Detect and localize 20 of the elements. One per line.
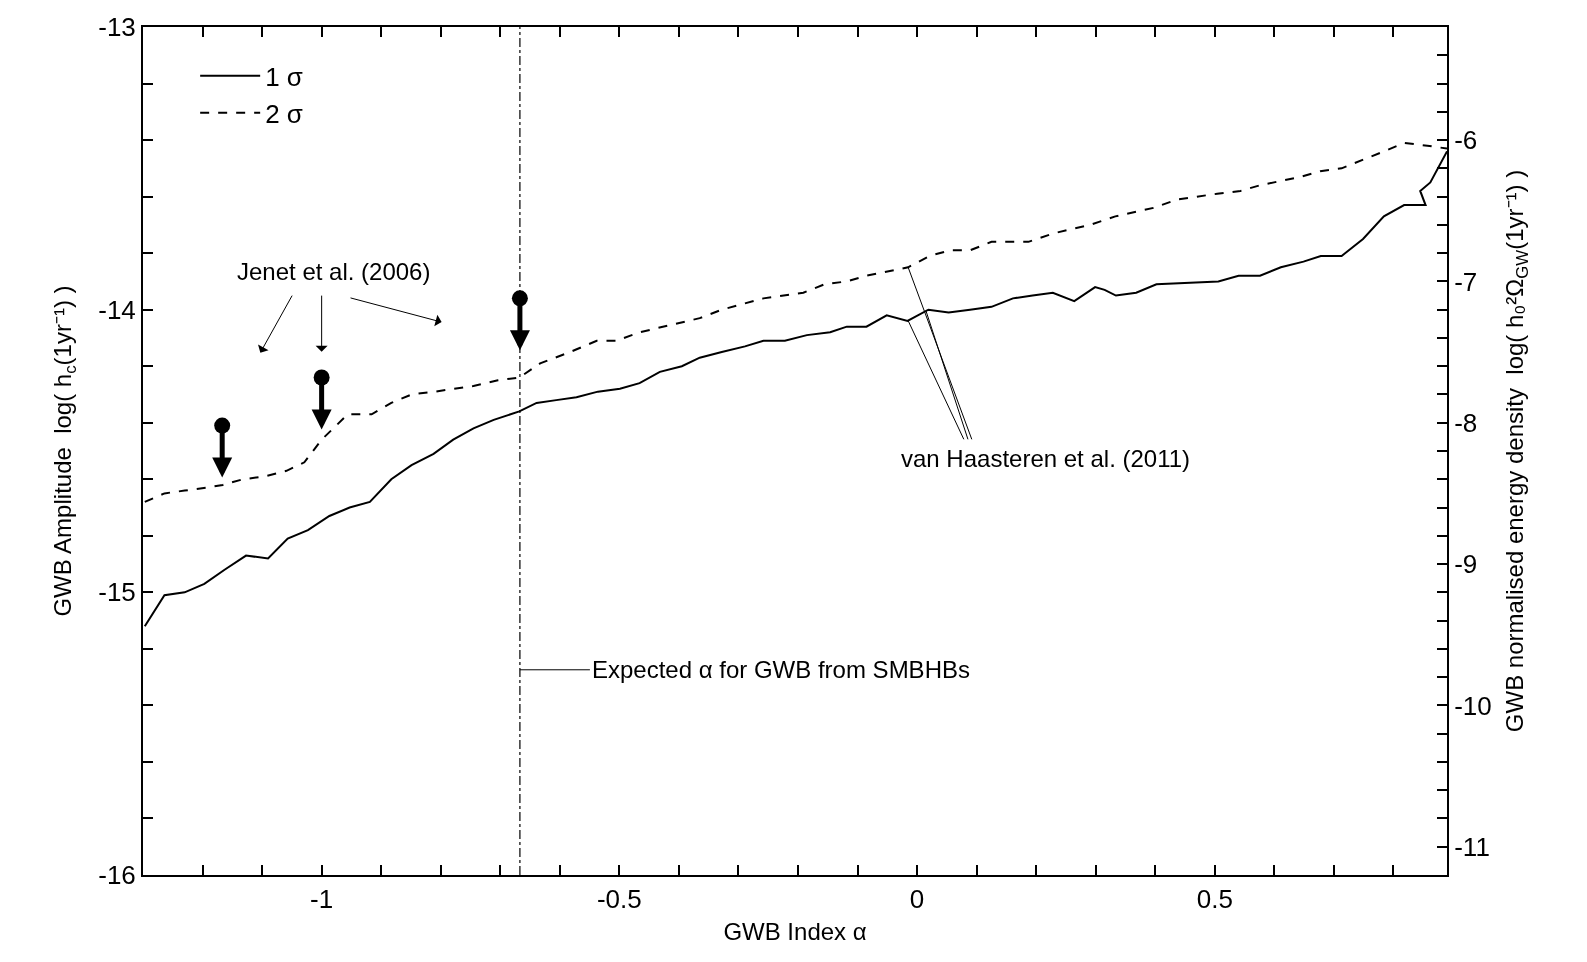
y2-tick-label: -9	[1454, 549, 1478, 580]
y-tick-label: -13	[98, 12, 136, 43]
x-axis-title: GWB Index α	[723, 918, 867, 945]
y-tick-label: -14	[98, 294, 136, 325]
legend-label: 2 σ	[265, 98, 303, 129]
ref-line-label: Expected α for GWB from SMBHBs	[592, 656, 970, 683]
y2-tick-label: -7	[1454, 266, 1478, 297]
y-tick-label: -15	[98, 577, 136, 608]
x-tick-label: -1	[310, 884, 334, 915]
legend-label: 1 σ	[265, 61, 303, 92]
y2-tick-label: -6	[1454, 125, 1478, 156]
y2-tick-label: -11	[1454, 831, 1490, 862]
y-tick-label: -16	[98, 860, 136, 891]
annotation: van Haasteren et al. (2011)	[901, 445, 1191, 472]
y2-tick-label: -8	[1454, 407, 1478, 438]
x-tick-label: -0.5	[596, 884, 642, 915]
x-tick-label: 0	[909, 884, 925, 915]
x-tick-label: 0.5	[1196, 884, 1233, 915]
y2-tick-label: -10	[1454, 690, 1492, 721]
annotation: Jenet et al. (2006)	[237, 258, 431, 285]
